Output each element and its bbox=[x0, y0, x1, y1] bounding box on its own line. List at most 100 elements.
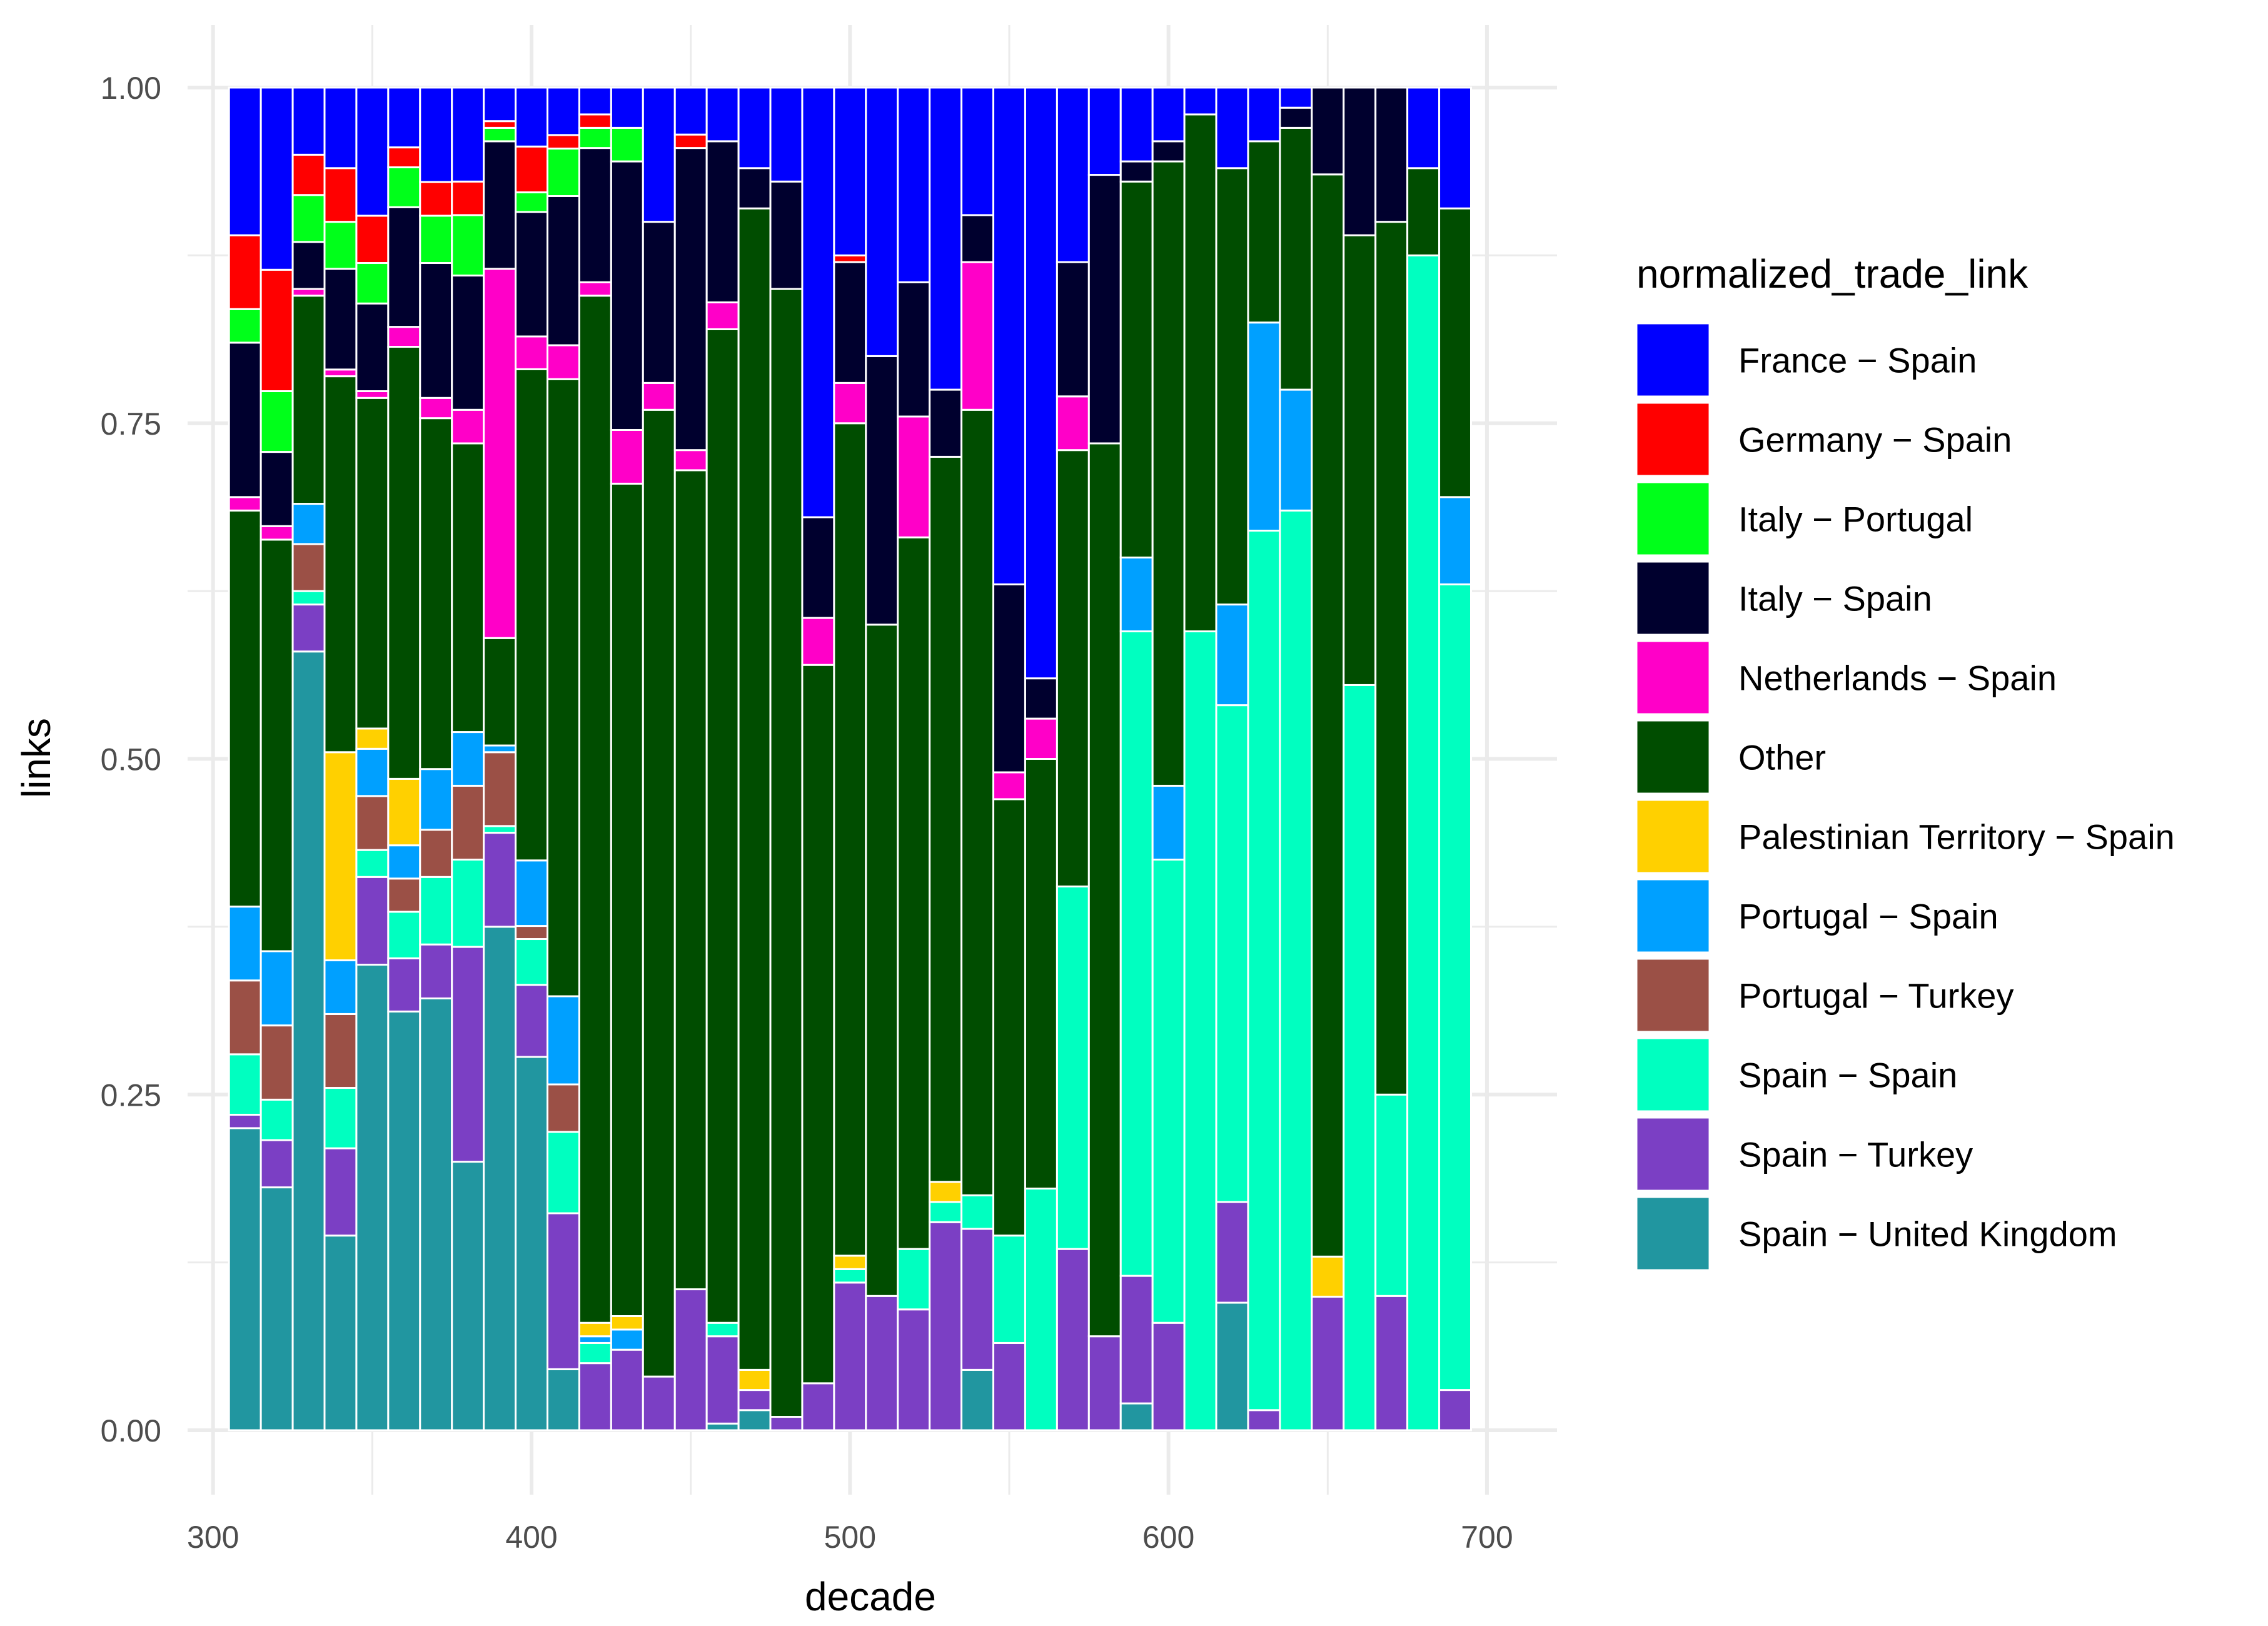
bar-segment bbox=[642, 381, 676, 411]
bar-stack-380 bbox=[451, 86, 485, 1432]
bar-segment bbox=[992, 771, 1026, 800]
bar-segment bbox=[960, 1228, 995, 1371]
legend-item: Spain − United Kingdom bbox=[1635, 1196, 2117, 1271]
bar-segment bbox=[705, 301, 740, 330]
bar-stack-320 bbox=[260, 86, 294, 1432]
bar-segment bbox=[387, 166, 421, 208]
bar-segment bbox=[1406, 254, 1441, 1432]
bar-stack-470 bbox=[737, 86, 772, 1432]
bar-segment bbox=[1056, 395, 1090, 452]
legend-title: normalized_trade_link bbox=[1636, 251, 2029, 296]
bar-stack-510 bbox=[865, 86, 899, 1432]
bar-segment bbox=[610, 160, 644, 431]
y-axis-title: links bbox=[14, 718, 59, 798]
bar-segment bbox=[323, 368, 358, 378]
bar-segment bbox=[291, 650, 326, 1432]
bar-segment bbox=[1119, 160, 1154, 183]
bar-segment bbox=[929, 1221, 963, 1432]
bar-segment bbox=[673, 86, 708, 136]
bar-segment bbox=[387, 957, 421, 1012]
bar-stack-360 bbox=[387, 86, 421, 1432]
legend: normalized_trade_link France − Spain Germ… bbox=[1635, 251, 2175, 1271]
bar-segment bbox=[642, 86, 676, 223]
bar-segment bbox=[547, 378, 580, 997]
bar-segment bbox=[1311, 1295, 1345, 1432]
bar-segment bbox=[673, 1288, 708, 1432]
bar-segment bbox=[323, 375, 358, 754]
bar-segment bbox=[1056, 1248, 1090, 1432]
bar-segment bbox=[260, 1098, 294, 1141]
bar-stack-680 bbox=[1406, 86, 1441, 1432]
y-tick-label: 0.25 bbox=[101, 1078, 161, 1113]
bar-segment bbox=[769, 1416, 804, 1432]
bar-segment bbox=[323, 1147, 358, 1237]
bar-segment bbox=[483, 832, 517, 928]
bar-stack-550 bbox=[992, 86, 1026, 1432]
bar-stack-490 bbox=[801, 86, 835, 1432]
legend-key bbox=[1635, 640, 1711, 715]
bar-stack-310 bbox=[228, 86, 262, 1432]
bar-segment bbox=[451, 946, 485, 1163]
bar-segment bbox=[260, 390, 294, 453]
bar-segment bbox=[833, 86, 867, 256]
legend-label: Palestinian Territory − Spain bbox=[1738, 817, 2175, 857]
bar-segment bbox=[1119, 1275, 1154, 1405]
bar-segment bbox=[610, 428, 644, 485]
bar-segment bbox=[1056, 885, 1090, 1250]
bar-segment bbox=[547, 134, 580, 150]
bar-segment bbox=[1119, 630, 1154, 1277]
bar-segment bbox=[929, 455, 963, 1183]
bar-segment bbox=[1247, 530, 1281, 1411]
bar-segment bbox=[515, 925, 549, 941]
bar-segment bbox=[960, 408, 995, 1196]
bar-segment bbox=[515, 1056, 549, 1432]
bar-segment bbox=[387, 1010, 421, 1432]
bar-segment bbox=[291, 241, 326, 290]
bar-segment bbox=[547, 344, 580, 380]
bar-segment bbox=[1056, 86, 1090, 263]
bar-segment bbox=[673, 449, 708, 472]
bar-segment bbox=[642, 408, 676, 1378]
bar-segment bbox=[833, 254, 867, 263]
bar-segment bbox=[323, 221, 358, 270]
bar-segment bbox=[483, 825, 517, 834]
bar-segment bbox=[1119, 180, 1154, 558]
bar-segment bbox=[960, 1194, 995, 1230]
bar-stack-600 bbox=[1151, 86, 1186, 1432]
bar-segment bbox=[547, 1131, 580, 1214]
bar-stack-350 bbox=[355, 86, 390, 1432]
legend-label: France − Spain bbox=[1738, 341, 1977, 380]
bar-stack-390 bbox=[483, 86, 517, 1432]
y-tick-label: 1.00 bbox=[101, 71, 161, 106]
legend-item: Spain − Spain bbox=[1635, 1037, 1957, 1113]
bar-segment bbox=[260, 268, 294, 393]
bar-segment bbox=[960, 261, 995, 411]
legend-item: Italy − Spain bbox=[1635, 560, 1932, 636]
bar-segment bbox=[610, 86, 644, 129]
bar-segment bbox=[1151, 86, 1186, 143]
bar-segment bbox=[1024, 717, 1058, 760]
bar-segment bbox=[1279, 509, 1313, 1432]
bar-segment bbox=[291, 590, 326, 606]
legend-key bbox=[1635, 481, 1711, 557]
bar-stack-630 bbox=[1247, 86, 1281, 1432]
legend-label: Other bbox=[1738, 738, 1826, 777]
bar-segment bbox=[610, 1315, 644, 1331]
bar-stack-420 bbox=[578, 86, 612, 1432]
legend-label: Portugal − Turkey bbox=[1738, 976, 2013, 1016]
bar-stack-690 bbox=[1438, 86, 1472, 1432]
bar-segment bbox=[1056, 449, 1090, 887]
bar-segment bbox=[419, 943, 453, 1000]
y-tick-label: 0.00 bbox=[101, 1413, 161, 1448]
bar-segment bbox=[673, 147, 708, 452]
x-tick-label: 300 bbox=[187, 1520, 239, 1555]
bar-segment bbox=[833, 261, 867, 384]
legend-label: Germany − Spain bbox=[1738, 420, 2012, 460]
bar-segment bbox=[355, 964, 390, 1432]
bar-segment bbox=[260, 1186, 294, 1432]
bar-stack-480 bbox=[769, 86, 804, 1432]
bar-segment bbox=[228, 906, 262, 982]
bar-segment bbox=[355, 727, 390, 750]
bar-segment bbox=[737, 1389, 772, 1411]
